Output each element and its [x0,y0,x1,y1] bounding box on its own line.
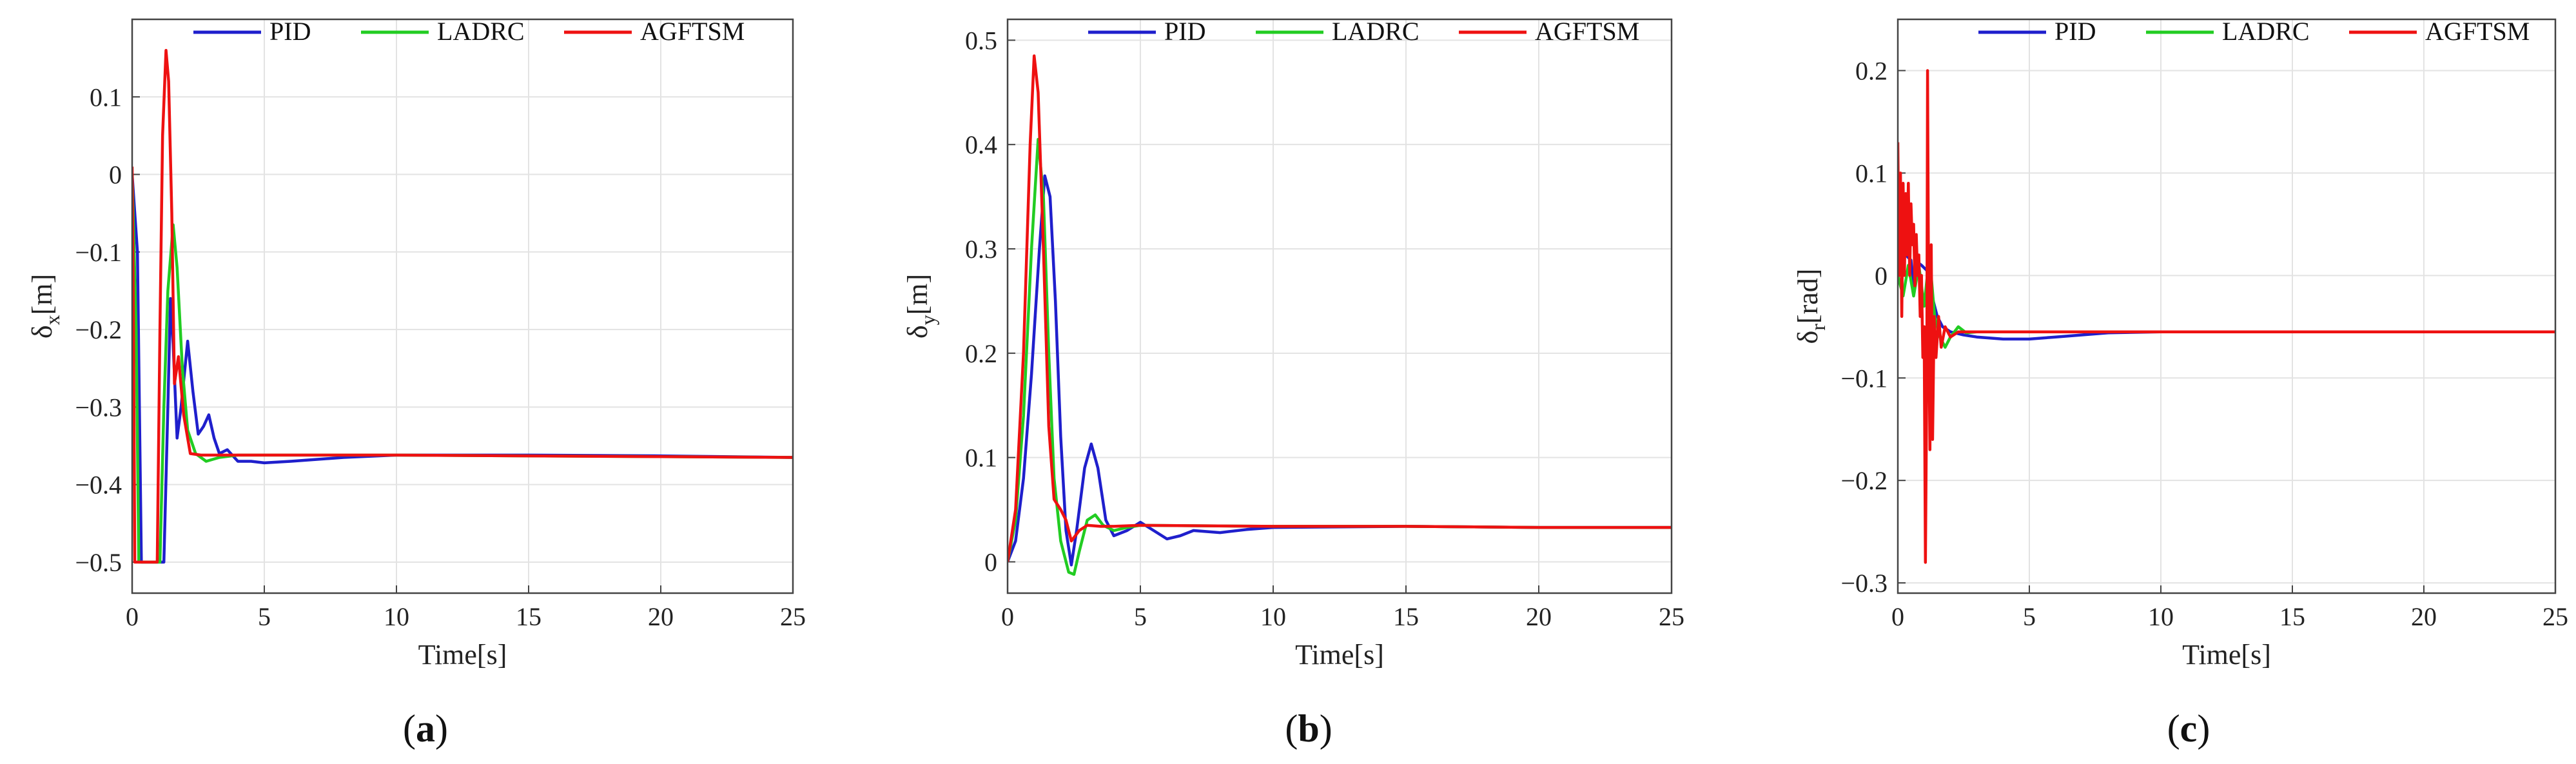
y-tick-label: 0.1 [965,444,997,473]
x-axis-label: Time[s] [2182,639,2271,671]
y-tick-label: −0.3 [75,393,122,422]
series-line-ladrc [1898,253,2555,349]
y-tick-label: 0.2 [1855,56,1888,85]
plot-frame [131,18,794,594]
y-tick-label: −0.3 [1840,569,1888,598]
series-line-agftsm [1898,69,2555,564]
x-tick-label: 15 [2279,602,2305,631]
x-tick-label: 5 [258,602,271,631]
legend-label-pid: PID [2054,17,2096,46]
y-tick-label: 0.2 [965,339,997,368]
series-line-pid [132,174,793,564]
x-tick-label: 10 [2148,602,2174,631]
series-line-agftsm [1008,54,1672,562]
legend-label-agftsm: AGFTSM [2425,17,2530,46]
x-tick-label: 25 [780,602,806,631]
chart-panel-b: 0 5 10 15 20 25 0 0.1 0.2 0.3 0.4 0.5 PID LADRC AGFTSM… [902,17,1684,750]
panel-caption: (a) [403,707,448,750]
x-tick-label: 25 [1659,602,1684,631]
plot-frame [1897,18,2557,594]
chart-panel-a: 0 5 10 15 20 25 −0.5 −0.4 −0.3 −0.2 −0.1 0 0.1 PID LAD… [26,17,806,750]
x-tick-label: 5 [1134,602,1147,631]
legend-label-ladrc: LADRC [2222,17,2310,46]
y-tick-label: −0.2 [75,315,122,344]
y-tick-label: 0 [109,161,122,190]
series-line-pid [1008,174,1672,567]
y-tick-label: −0.4 [75,471,122,500]
x-axis-label: Time[s] [418,639,507,671]
x-tick-label: 15 [1393,602,1419,631]
legend-label-ladrc: LADRC [437,17,525,46]
x-tick-label: 0 [1891,602,1904,631]
y-tick-label: 0.5 [965,26,997,55]
panel-caption: (c) [2167,707,2210,750]
legend-label-agftsm: AGFTSM [640,17,745,46]
y-tick-label: 0.4 [965,130,997,159]
plot-frame [1006,18,1673,594]
legend-label-pid: PID [269,17,311,46]
series-line-ladrc [1008,137,1672,576]
chart-panel-c: 0 5 10 15 20 25 −0.3 −0.2 −0.1 0 0.1 0.2 PID LADRC AGF… [1792,17,2568,750]
y-axis-label: δr[rad] [1792,269,1830,344]
y-tick-label: 0.3 [965,235,997,264]
y-tick-label: 0.1 [90,83,122,112]
x-axis-label: Time[s] [1295,639,1384,671]
x-tick-label: 20 [648,602,674,631]
y-tick-label: −0.5 [75,548,122,577]
legend-label-ladrc: LADRC [1332,17,1420,46]
x-tick-label: 25 [2542,602,2568,631]
x-tick-label: 10 [384,602,409,631]
y-axis-label: δx[m] [26,274,64,338]
series-line-ladrc [132,174,793,564]
x-tick-label: 20 [2411,602,2437,631]
y-tick-label: −0.1 [1840,364,1888,393]
x-tick-label: 15 [516,602,542,631]
x-tick-label: 20 [1526,602,1552,631]
x-tick-label: 10 [1260,602,1286,631]
legend-label-pid: PID [1164,17,1205,46]
x-tick-label: 5 [2023,602,2036,631]
y-axis-label: δy[m] [902,274,939,338]
x-tick-label: 0 [1001,602,1014,631]
y-tick-label: −0.1 [75,238,122,267]
panel-caption: (b) [1285,707,1332,750]
y-tick-label: 0 [984,547,997,576]
y-tick-label: 0.1 [1855,159,1888,188]
legend-label-agftsm: AGFTSM [1535,17,1639,46]
x-tick-label: 0 [126,602,139,631]
series-line-agftsm [132,48,793,564]
series-line-pid [1898,253,2555,341]
y-tick-label: 0 [1875,261,1888,290]
y-tick-label: −0.2 [1840,466,1888,495]
